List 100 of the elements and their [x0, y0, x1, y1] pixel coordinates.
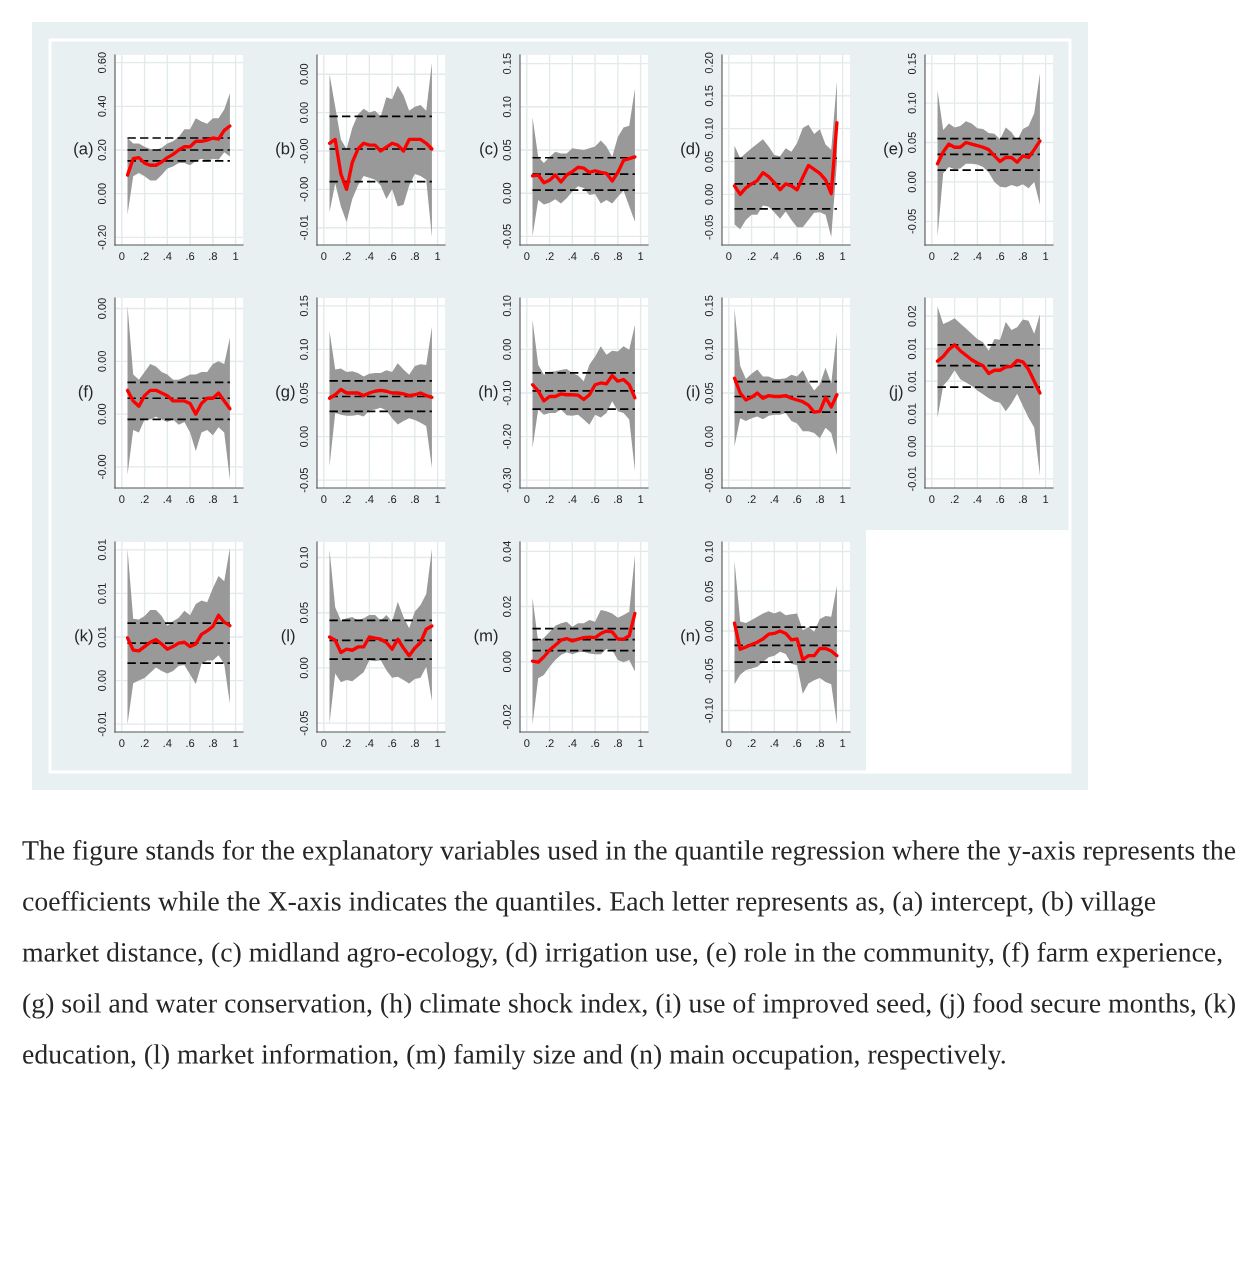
x-tick-label: .2 [747, 739, 756, 747]
y-axis-title: (k) [75, 629, 93, 645]
y-axis-title: (h) [479, 385, 498, 401]
x-tick-label: 1 [1043, 252, 1049, 260]
x-tick-label: 1 [638, 252, 644, 260]
x-tick-label: 0 [524, 495, 530, 504]
y-tick-label: 0.10 [704, 339, 713, 360]
line-series [327, 624, 434, 658]
x-tick-label: .6 [996, 252, 1005, 261]
x-tick-label: .2 [545, 495, 554, 503]
x-tick-label: 0 [524, 252, 530, 261]
y-tick-label: -0.01 [907, 466, 916, 492]
x-tick-label: .8 [1019, 252, 1027, 261]
y-tick-label: 0.05 [299, 382, 308, 404]
line-series [530, 611, 637, 664]
x-tick-label: .8 [411, 739, 419, 748]
y-tick-label: -0.10 [704, 698, 713, 723]
x-tick-label: 0 [524, 739, 530, 748]
x-tick-label: .2 [140, 739, 149, 747]
y-tick-label: 0.10 [299, 339, 308, 360]
y-tick-label: 0.04 [502, 540, 511, 562]
y-tick-label: 0.01 [907, 338, 916, 360]
y-tick-label: 0.10 [502, 295, 511, 317]
x-tick-label: .6 [388, 739, 397, 748]
line-series [732, 376, 839, 414]
x-tick-label: .2 [747, 495, 756, 503]
line-series [732, 121, 839, 197]
x-tick-label: .8 [614, 495, 622, 504]
y-tick-label: 0.10 [704, 541, 713, 562]
x-tick-label: .8 [614, 252, 622, 261]
line-series [935, 139, 1042, 166]
x-tick-label: 0 [929, 495, 935, 504]
y-axis-title: (d) [681, 142, 700, 158]
x-tick-label: 1 [840, 739, 846, 747]
y-tick-label: 0.05 [704, 382, 713, 404]
text: The figure stands for the explanatory variables used in the quantile regression where the y-axis represents the coefficients while the X-axis indicates the quantiles. Each letter represents as, (a) intercept, (b) village market distance, (c) midland agro-ecology, (d) irrigation use, (e) role in the community, (f) farm experience, (g) soil and water conservation, (h) climate shock index, (i) use of improved seed, (j) food secure months, (k) education, (l) market information, (m) family size and (n) main occupation, respectively. [22, 840, 1236, 1070]
x-tick-label: .8 [411, 252, 419, 261]
y-tick-label: 0.15 [704, 85, 713, 107]
y-tick-label: -0.01 [97, 712, 106, 737]
x-tick-label: .2 [140, 252, 149, 260]
y-tick-label: 0.60 [97, 52, 106, 74]
y-tick-label: -0.05 [704, 215, 713, 240]
y-tick-label: 0.40 [97, 95, 106, 117]
x-tick-label: .6 [388, 495, 397, 504]
y-tick-label: 0.00 [299, 426, 308, 447]
x-tick-label: .4 [973, 252, 982, 260]
y-tick-label: 0.00 [907, 435, 916, 457]
line-series [327, 387, 434, 400]
x-tick-label: .6 [591, 252, 600, 261]
y-tick-label: -0.02 [502, 704, 511, 729]
x-tick-label: .6 [793, 739, 802, 748]
y-tick-label: -0.10 [502, 380, 511, 406]
y-tick-label: 0.00 [97, 298, 106, 319]
y-tick-label: -0.05 [704, 658, 713, 683]
x-tick-label: 1 [638, 739, 644, 747]
y-tick-label: 0.00 [502, 182, 511, 204]
y-tick-label: 0.00 [704, 620, 713, 642]
x-tick-label: 0 [726, 495, 732, 504]
x-tick-label: 0 [321, 252, 327, 261]
y-axis-title: (b) [276, 142, 295, 158]
x-tick-label: .6 [186, 739, 195, 748]
x-tick-label: .4 [163, 252, 172, 260]
x-tick-label: .4 [568, 495, 577, 503]
x-tick-label: .4 [365, 252, 374, 260]
x-tick-label: 1 [435, 739, 441, 747]
y-tick-label: 0.10 [907, 92, 916, 114]
x-tick-label: .8 [209, 495, 217, 504]
x-tick-label: .2 [140, 495, 149, 503]
x-tick-label: 1 [233, 739, 239, 747]
y-tick-label: 0.10 [299, 547, 308, 568]
x-tick-label: 1 [435, 495, 441, 503]
y-axis-title: (e) [884, 142, 903, 158]
x-tick-label: .4 [973, 495, 982, 503]
x-tick-label: .6 [591, 739, 600, 748]
x-tick-label: .2 [747, 252, 756, 260]
y-tick-label: 0.05 [907, 132, 916, 153]
y-tick-label: -0.05 [299, 467, 308, 493]
x-tick-label: .2 [950, 495, 959, 503]
y-tick-label: 0.00 [97, 183, 106, 205]
y-tick-label: 0.01 [907, 403, 916, 425]
y-axis-title: (l) [281, 629, 295, 645]
y-tick-label: -0.00 [97, 454, 106, 480]
y-tick-label: 0.05 [704, 151, 713, 172]
y-axis-title: (n) [681, 629, 700, 645]
x-tick-label: .4 [568, 739, 577, 747]
x-tick-label: .4 [770, 739, 779, 747]
y-tick-label: 0.00 [502, 339, 511, 360]
y-tick-label: 0.10 [502, 96, 511, 118]
x-tick-label: .2 [342, 739, 351, 747]
y-axis-title: (i) [686, 385, 700, 401]
x-tick-label: .4 [568, 252, 577, 260]
x-tick-label: .8 [614, 739, 622, 748]
y-tick-label: 0.00 [704, 426, 713, 447]
y-axis-title: (j) [889, 385, 903, 401]
y-tick-label: 0.02 [907, 305, 916, 327]
x-tick-label: .4 [365, 495, 374, 503]
line-series [125, 124, 232, 177]
y-tick-label: 0.00 [299, 657, 308, 679]
y-tick-label: 0.01 [97, 539, 106, 561]
x-tick-label: .6 [996, 495, 1005, 504]
